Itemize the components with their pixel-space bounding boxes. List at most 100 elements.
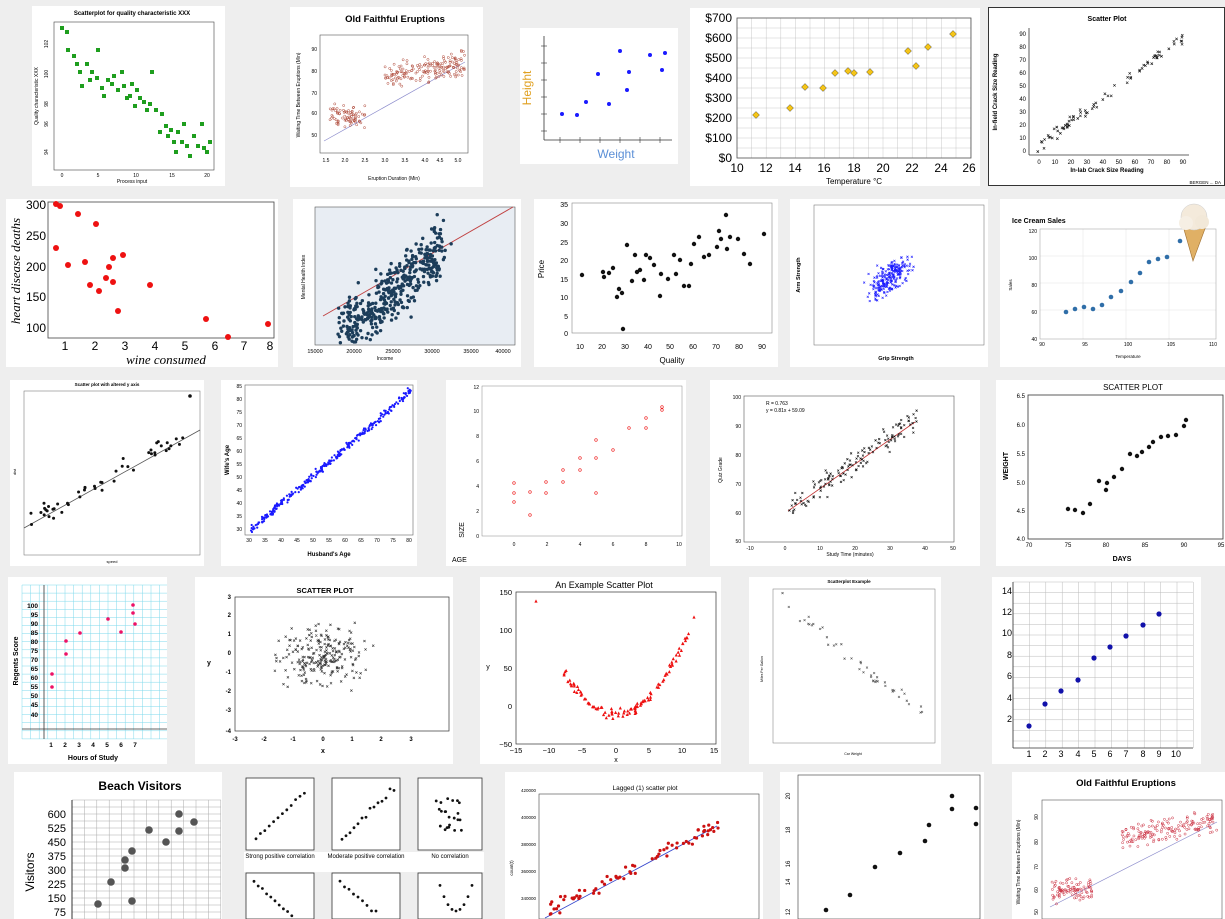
data-point <box>844 67 852 75</box>
y-tick: 400000 <box>521 815 537 820</box>
x-axis-label: In-lab Crack Size Reading <box>1070 168 1144 174</box>
data-point <box>95 76 99 80</box>
x-tick: 90 <box>1039 342 1045 348</box>
y-tick: 450 <box>48 837 66 849</box>
data-point <box>346 335 350 339</box>
data-point <box>334 638 338 642</box>
data-point <box>1068 890 1072 894</box>
data-point <box>414 79 418 82</box>
scatter-thumb-beach-visitors[interactable]: Beach Visitors 600 525 450 375 300 225 1… <box>14 772 222 919</box>
data-point <box>418 68 421 72</box>
data-point <box>572 689 576 693</box>
data-point <box>299 668 302 672</box>
data-points <box>1036 33 1184 153</box>
x-tick: 7 <box>241 339 248 353</box>
data-point <box>442 895 446 898</box>
data-point <box>895 263 899 266</box>
data-point <box>459 49 463 52</box>
data-point <box>1087 885 1091 889</box>
data-point <box>1064 889 1068 893</box>
data-point <box>949 806 955 812</box>
data-point <box>290 627 293 630</box>
scatter-thumb-height-weight[interactable]: Weight Height <box>520 28 678 164</box>
data-point <box>627 711 632 715</box>
y-tick: 35 <box>236 514 242 520</box>
data-point <box>893 437 896 441</box>
scatter-thumb-linear-grid[interactable]: 14 12 10 8 6 4 2 1 2 3 4 5 6 7 8 9 10 <box>992 577 1201 764</box>
data-point <box>457 801 461 805</box>
data-point <box>311 656 315 660</box>
scatter-thumb-husband-wife-age[interactable]: 85 80 75 70 65 60 55 50 45 40 35 30 30 3… <box>221 380 417 566</box>
scatter-thumb-old-faithful-2[interactable]: Old Faithful Eruptions 90 80 70 60 50 Wa… <box>1012 772 1225 919</box>
scatter-thumb-lagged[interactable]: Lagged (1) scatter plot 420000 400000 38… <box>505 772 763 919</box>
data-point <box>319 470 322 473</box>
scatter-thumb-correlation-types[interactable]: Strong positive correlation Moderate pos… <box>244 777 484 919</box>
scatter-thumb-random-xy[interactable]: SCATTER PLOT 3 2 1 0 -1 -2 -3 -4 -3 -2 -… <box>195 577 453 764</box>
data-point <box>900 688 903 691</box>
data-point <box>674 653 678 657</box>
data-point <box>895 277 899 280</box>
scatter-thumb-wine-heart-disease[interactable]: 300 250 200 150 100 1 2 3 4 5 6 7 8 wine… <box>6 199 278 367</box>
plot-frame <box>1041 799 1223 919</box>
data-point <box>1072 306 1078 312</box>
data-point <box>286 498 289 502</box>
scatter-thumb-old-faithful[interactable]: Old Faithful Eruptions 1.5 2.0 2.5 3.0 3… <box>290 7 483 187</box>
data-point <box>842 472 845 475</box>
data-point <box>357 115 361 118</box>
data-point <box>1066 884 1070 888</box>
data-point <box>886 290 889 294</box>
scatter-thumb-crack-size[interactable]: Scatter Plot 90 80 70 60 50 40 30 20 10 … <box>988 7 1225 186</box>
data-point <box>342 447 345 450</box>
data-point <box>644 426 648 430</box>
data-point <box>819 84 827 92</box>
data-point <box>870 445 874 448</box>
scatter-thumb-ice-cream-sales[interactable]: Ice Cream Sales 120 100 80 60 40 90 95 1… <box>1000 199 1225 367</box>
data-point <box>369 322 374 326</box>
data-point <box>304 677 308 681</box>
data-point <box>373 322 378 326</box>
data-point <box>691 241 697 247</box>
x-tick: 60 <box>342 538 348 544</box>
y-tick: $100 <box>705 131 732 145</box>
data-point <box>434 231 438 235</box>
data-point <box>114 469 118 473</box>
scatter-thumb-hours-study-regents[interactable]: 100 95 90 85 80 75 70 65 60 55 50 45 40 … <box>8 577 167 764</box>
scatter-thumb-study-time-quiz[interactable]: R = 0.763 y = 0.81x + 59.09 100 90 80 70… <box>710 380 980 566</box>
data-point <box>354 116 357 120</box>
scatter-thumb-days-weight[interactable]: SCATTER PLOT 6.5 6.0 5.5 5.0 4.5 4.0 70 … <box>996 380 1225 566</box>
data-point <box>902 435 906 439</box>
data-point <box>1146 831 1150 834</box>
data-point <box>1084 111 1088 115</box>
data-point <box>412 299 417 303</box>
y-tick: 10 <box>1019 136 1026 142</box>
data-point <box>1200 818 1203 821</box>
data-point <box>340 329 344 333</box>
scatter-thumb-age-size[interactable]: 12 10 8 6 4 2 0 0 2 4 6 8 10 AGE SIZE <box>446 380 686 566</box>
y-tick: 2 <box>228 613 232 619</box>
scatter-thumb-example-parabola[interactable]: An Example Scatter Plot 150 100 50 0 −50… <box>480 577 721 764</box>
data-point <box>1063 309 1069 315</box>
scatter-thumb-car-weight-mpg[interactable]: Scatterplot Example Car Weight Miles Per… <box>749 577 941 764</box>
data-point <box>610 712 614 716</box>
scatter-thumb-altered-y-axis[interactable]: Scatter plot with altered y axis speed d… <box>10 380 204 566</box>
scatter-thumb-quality-characteristic[interactable]: Scatterplot for quality characteristic X… <box>32 6 225 186</box>
data-points <box>752 30 957 119</box>
data-point <box>440 73 443 77</box>
data-point <box>116 88 120 92</box>
data-point <box>436 61 439 65</box>
data-point <box>356 281 360 285</box>
data-point <box>544 480 548 484</box>
data-point <box>1167 827 1170 831</box>
scatter-thumb-grip-arm-strength[interactable]: Grip Strength Arm Strength <box>790 199 988 367</box>
data-point <box>162 838 170 846</box>
scatter-thumb-black-points[interactable]: 20 18 16 14 12 <box>780 772 984 919</box>
data-point <box>400 84 404 88</box>
data-point <box>457 58 461 61</box>
scatter-thumb-income-mental-health[interactable]: 15000 20000 25000 30000 35000 40000 Inco… <box>293 199 521 367</box>
scatter-thumb-quality-price[interactable]: 35 30 25 20 15 10 5 0 10 20 30 40 50 60 … <box>534 199 778 367</box>
x-ticks: 90 95 100 105 110 <box>1039 342 1217 348</box>
scatter-thumb-temperature-sales[interactable]: $700 $600 $500 $400 $300 $200 $100 $0 10… <box>690 8 980 186</box>
data-point <box>862 671 865 674</box>
data-point <box>1058 895 1061 899</box>
data-point <box>1065 881 1068 885</box>
